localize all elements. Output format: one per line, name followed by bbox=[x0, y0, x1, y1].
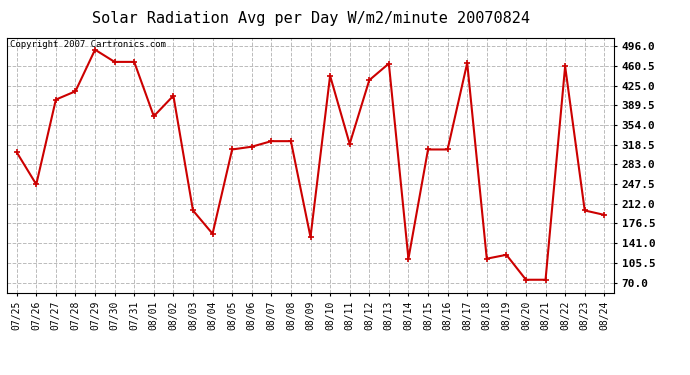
Text: Solar Radiation Avg per Day W/m2/minute 20070824: Solar Radiation Avg per Day W/m2/minute … bbox=[92, 11, 529, 26]
Text: Copyright 2007 Cartronics.com: Copyright 2007 Cartronics.com bbox=[10, 40, 166, 49]
